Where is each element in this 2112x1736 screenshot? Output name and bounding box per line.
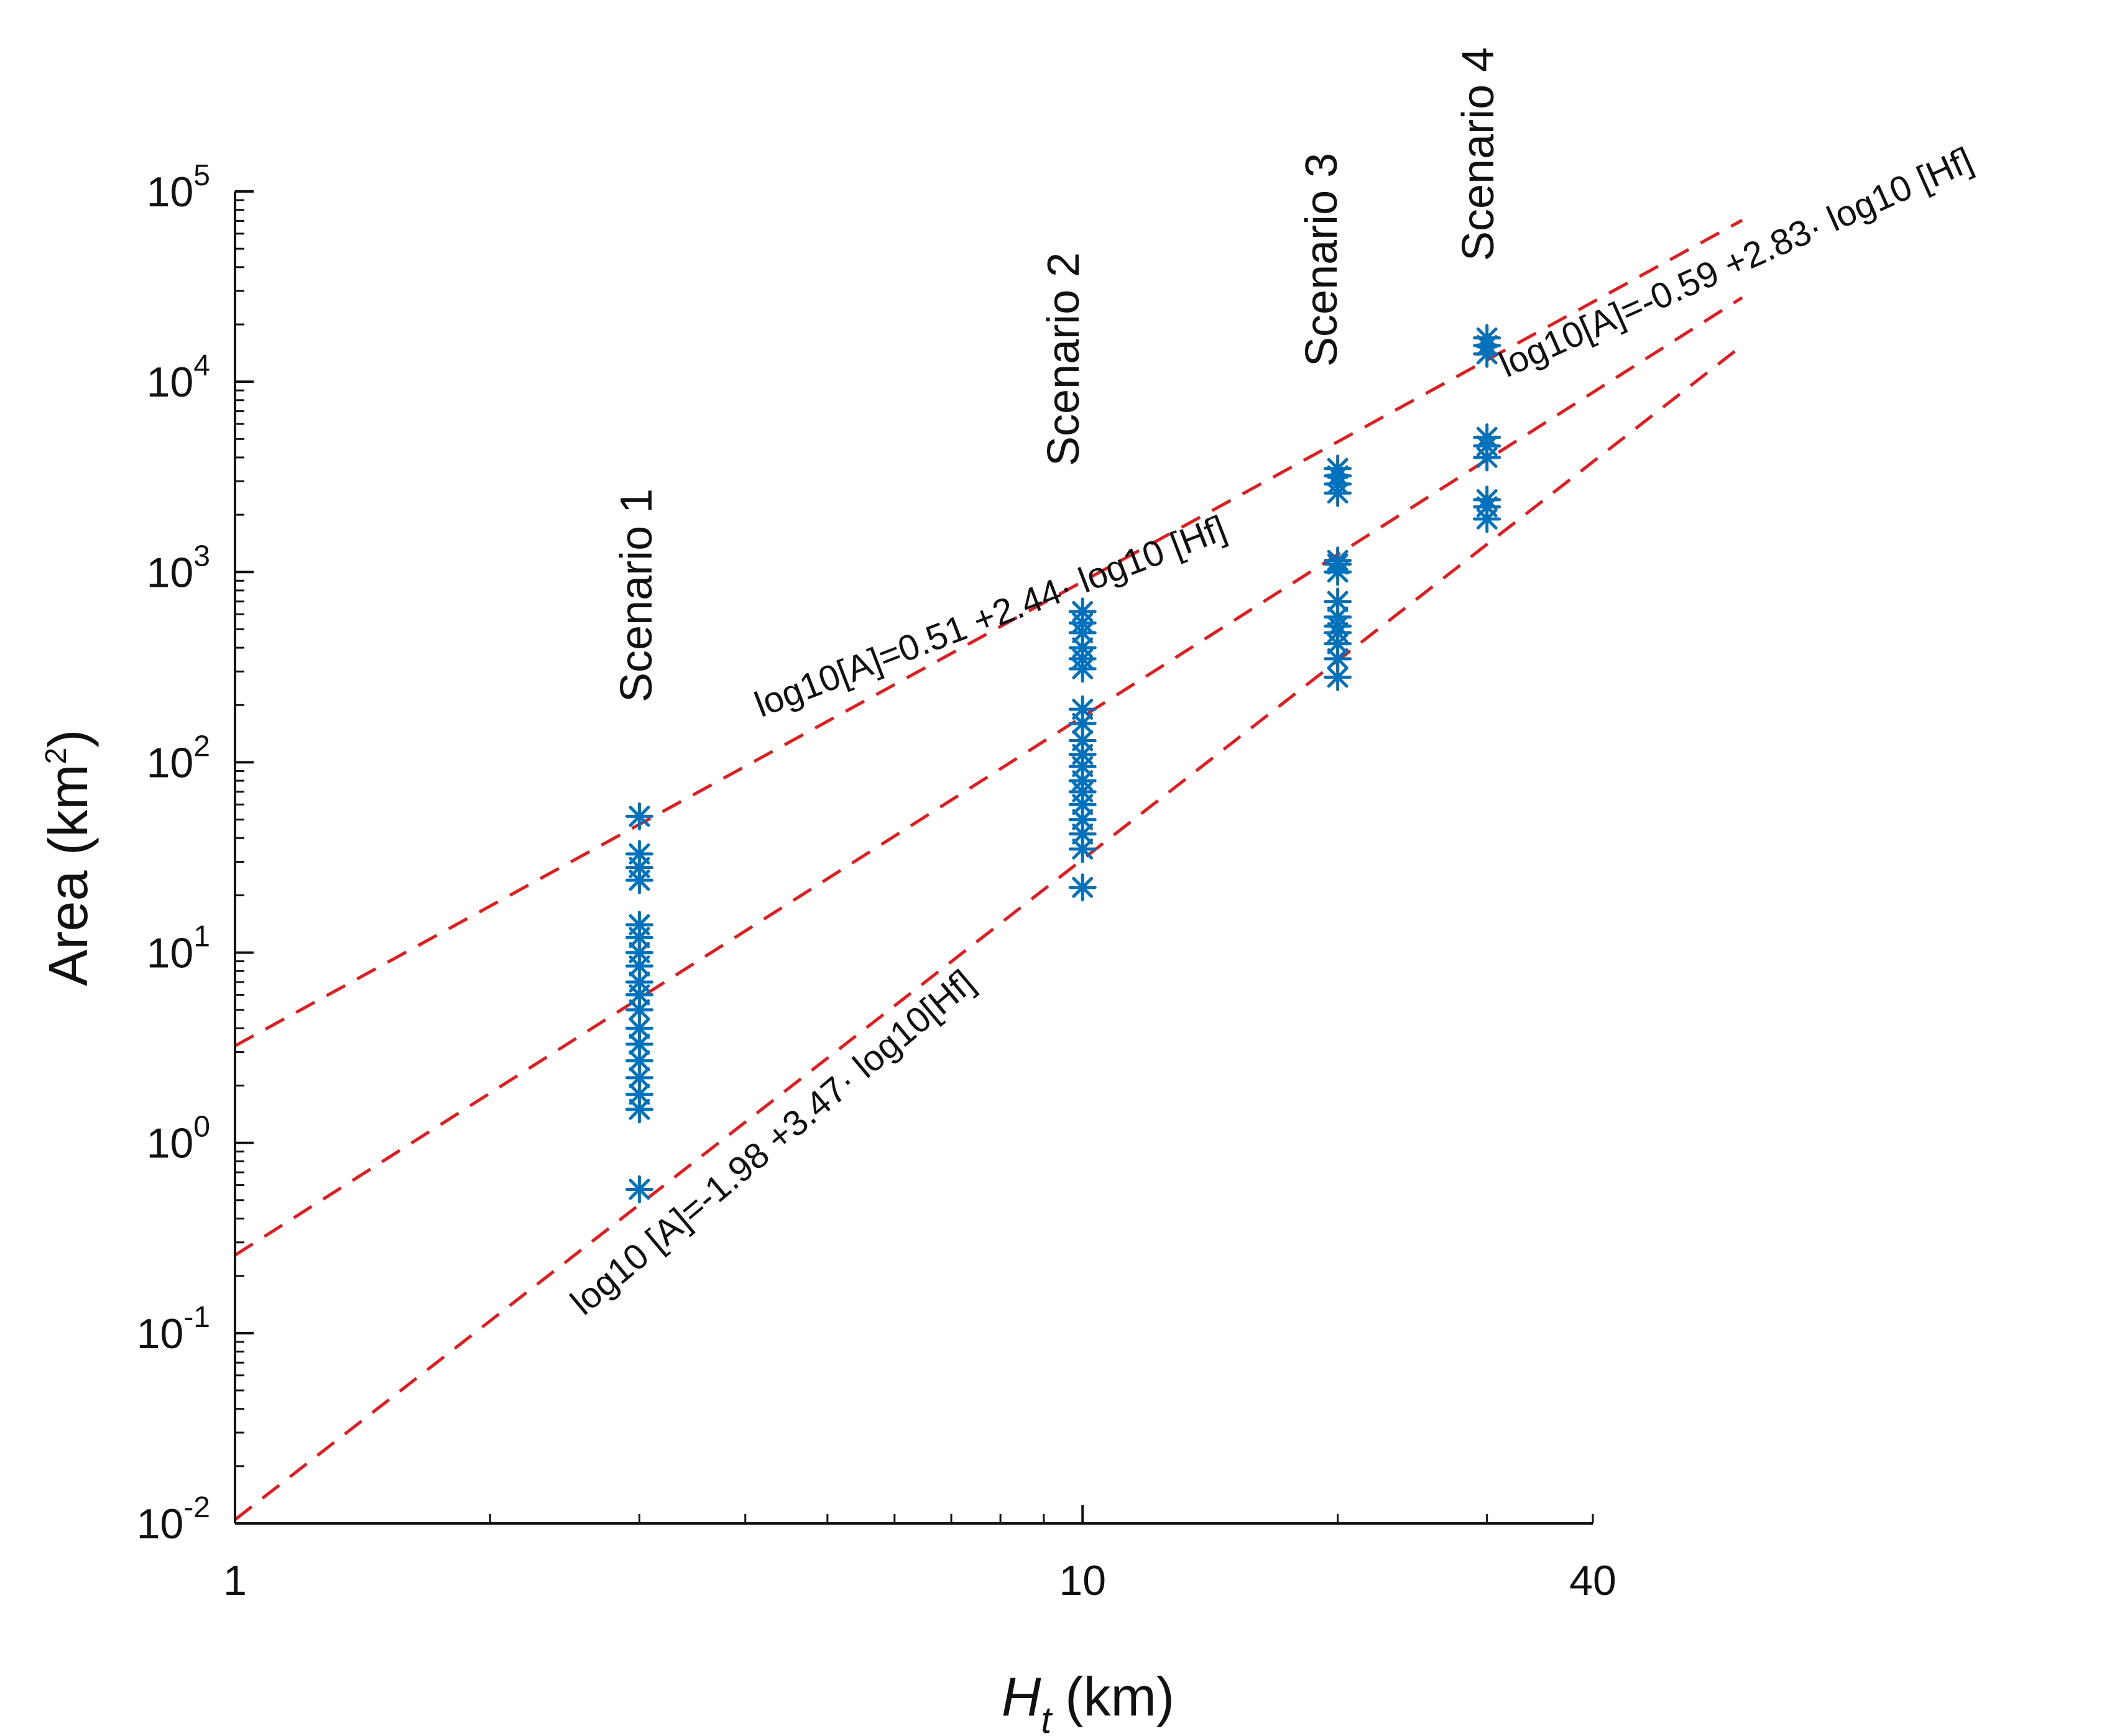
scatter-markers	[625, 324, 1501, 1203]
y-tick-label: 104	[147, 349, 210, 406]
y-tick-label: 10-2	[137, 1491, 210, 1548]
fit-lines	[234, 219, 1743, 1521]
y-axis-title: Area (km2)	[37, 730, 99, 986]
data-point-scenario-4	[1473, 324, 1501, 352]
fit-label-upper: log10[A]=0.51 +2.44· log10 [Hf]	[749, 508, 1232, 725]
y-tick-label: 103	[147, 540, 210, 596]
y-tick-label: 102	[147, 730, 210, 786]
scenario-2-label: Scenario 2	[1039, 252, 1089, 466]
scenario-3-label: Scenario 3	[1297, 153, 1347, 367]
scenario-4-label: Scenario 4	[1454, 47, 1503, 261]
data-point-scenario-2	[1068, 727, 1097, 755]
data-point-scenario-2	[1068, 695, 1097, 723]
data-point-scenario-4	[1473, 423, 1501, 452]
data-point-scenario-1	[625, 802, 653, 830]
fit-line-3	[234, 344, 1743, 1521]
fit-label-lower: log10 [A]=-1.98 +3.47· log10[Hf]	[563, 962, 982, 1323]
x-axis-title: Ht (km)	[1002, 1666, 1174, 1736]
data-point-scenario-1	[625, 996, 653, 1024]
y-tick-label: 10-1	[137, 1301, 210, 1357]
data-point-scenario-2	[1068, 873, 1097, 902]
axes	[234, 191, 1593, 1525]
y-tick-label: 101	[147, 921, 210, 977]
data-point-scenario-1	[625, 1014, 653, 1042]
data-point-scenario-3	[1324, 645, 1352, 673]
fit-line-2	[234, 296, 1743, 1257]
axis-ticks	[234, 190, 1594, 1525]
data-point-scenario-1	[625, 911, 653, 939]
data-point-scenario-3	[1324, 546, 1352, 575]
data-point-scenario-3	[1324, 587, 1352, 616]
x-tick-label: 40	[1569, 1557, 1616, 1604]
x-tick-label: 10	[1059, 1557, 1106, 1604]
fit-label-middle: log10[A]=-0.59 +2.83· log10 [Hf]	[1493, 140, 1979, 385]
data-point-scenario-4	[1473, 485, 1501, 514]
data-point-scenario-3	[1324, 454, 1352, 483]
tick-labels: 10-2 10-1 100 101 102 103 104 105 1 10 40	[137, 159, 1616, 1604]
x-tick-label: 1	[223, 1557, 247, 1604]
data-point-scenario-1	[625, 840, 653, 868]
y-tick-label: 105	[147, 159, 210, 216]
data-point-scenario-2	[1068, 597, 1097, 626]
scenario-1-label: Scenario 1	[612, 489, 662, 702]
y-tick-label: 100	[147, 1111, 210, 1167]
data-point-scenario-1	[625, 1175, 653, 1203]
